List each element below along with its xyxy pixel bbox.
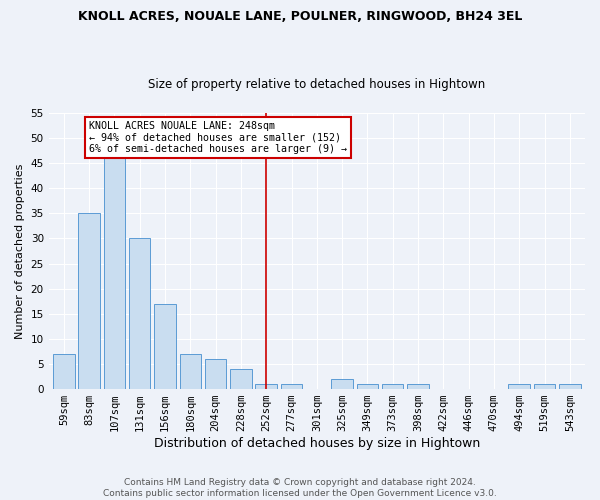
Bar	[407, 384, 429, 389]
Bar	[53, 354, 74, 389]
Bar	[382, 384, 403, 389]
Bar	[179, 354, 201, 389]
Text: KNOLL ACRES NOUALE LANE: 248sqm
← 94% of detached houses are smaller (152)
6% of: KNOLL ACRES NOUALE LANE: 248sqm ← 94% of…	[89, 120, 347, 154]
Text: Contains HM Land Registry data © Crown copyright and database right 2024.
Contai: Contains HM Land Registry data © Crown c…	[103, 478, 497, 498]
X-axis label: Distribution of detached houses by size in Hightown: Distribution of detached houses by size …	[154, 437, 480, 450]
Bar	[356, 384, 378, 389]
Y-axis label: Number of detached properties: Number of detached properties	[15, 164, 25, 338]
Bar	[205, 359, 226, 389]
Bar	[331, 379, 353, 389]
Bar	[281, 384, 302, 389]
Bar	[129, 238, 151, 389]
Bar	[79, 214, 100, 389]
Bar	[534, 384, 555, 389]
Bar	[256, 384, 277, 389]
Bar	[559, 384, 581, 389]
Bar	[154, 304, 176, 389]
Bar	[230, 369, 251, 389]
Text: KNOLL ACRES, NOUALE LANE, POULNER, RINGWOOD, BH24 3EL: KNOLL ACRES, NOUALE LANE, POULNER, RINGW…	[78, 10, 522, 23]
Title: Size of property relative to detached houses in Hightown: Size of property relative to detached ho…	[148, 78, 485, 91]
Bar	[508, 384, 530, 389]
Bar	[104, 158, 125, 389]
